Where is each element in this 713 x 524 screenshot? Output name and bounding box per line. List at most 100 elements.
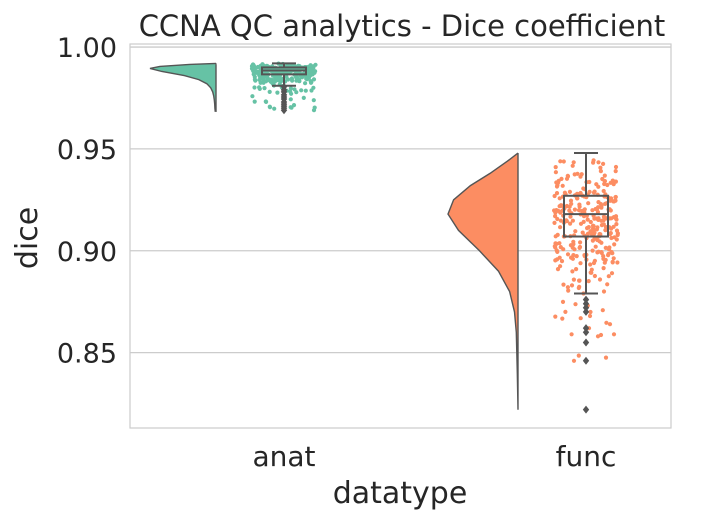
strip-point-func (573, 302, 578, 307)
strip-point-func (578, 174, 583, 179)
strip-point-func (571, 253, 576, 258)
strip-point-func (601, 222, 606, 227)
strip-point-anat (294, 78, 299, 83)
outlier-marker (280, 106, 288, 115)
strip-point-anat (311, 98, 316, 103)
strip-point-func (598, 232, 603, 237)
strip-point-anat (262, 86, 267, 91)
strip-point-func (569, 332, 574, 337)
y-tick-label: 0.85 (57, 339, 117, 370)
chart-title: CCNA QC analytics - Dice coefficient (139, 9, 666, 43)
strip-point-func (557, 241, 562, 246)
strip-point-func (576, 285, 581, 291)
strip-point-anat (301, 95, 306, 100)
strip-point-func (601, 256, 606, 261)
strip-point-func (553, 210, 558, 215)
strip-point-func (570, 269, 575, 274)
strip-point-func (591, 160, 596, 165)
strip-point-func (553, 165, 558, 170)
y-tick-label: 0.95 (57, 135, 117, 166)
strip-point-anat (309, 88, 314, 93)
strip-point-func (575, 171, 580, 176)
strip-point-anat (310, 68, 315, 73)
strip-point-func (588, 262, 593, 267)
strip-point-anat (263, 99, 268, 104)
strip-point-func (553, 214, 558, 219)
strip-point-func (572, 207, 578, 212)
strip-point-func (566, 288, 571, 293)
strip-point-func (553, 314, 558, 319)
strip-point-func (570, 218, 576, 223)
strip-point-anat (306, 72, 311, 77)
strip-point-anat (257, 86, 262, 91)
strip-point-func (586, 279, 591, 284)
y-axis-label: dice (10, 207, 45, 269)
strip-point-func (590, 208, 595, 213)
outlier-marker (582, 405, 590, 414)
strip-point-func (558, 159, 563, 164)
strip-point-func (552, 220, 557, 225)
strip-point-func (601, 266, 606, 271)
strip-point-func (609, 271, 615, 276)
strip-point-func (558, 210, 563, 215)
strip-point-func (606, 274, 611, 279)
strip-point-func (607, 245, 612, 250)
strip-point-func (600, 308, 605, 313)
strip-point-func (592, 189, 597, 194)
x-tick-label: func (556, 440, 617, 473)
strip-point-func (571, 160, 576, 165)
strip-point-func (562, 190, 568, 195)
strip-point-func (608, 231, 613, 237)
strip-point-func (599, 250, 604, 256)
strip-point-func (567, 189, 573, 194)
strip-point-func (596, 200, 601, 205)
strip-point-func (581, 186, 586, 191)
strip-point-func (577, 244, 583, 250)
strip-point-func (560, 316, 565, 321)
strip-point-func (564, 219, 570, 224)
y-tick-label: 1.00 (57, 33, 117, 64)
strip-point-func (601, 289, 607, 294)
strip-point-func (571, 358, 577, 363)
strip-point-anat (257, 73, 262, 78)
strip-point-func (603, 228, 608, 233)
strip-point-func (613, 195, 618, 200)
strip-point-func (613, 164, 619, 170)
strip-point-anat (291, 103, 297, 108)
strip-point-func (554, 191, 560, 196)
strip-point-anat (311, 77, 317, 82)
strip-point-func (576, 353, 581, 358)
strip-point-func (596, 249, 601, 254)
strip-point-anat (261, 80, 266, 85)
outlier-marker (582, 328, 590, 337)
strip-point-func (573, 229, 578, 234)
x-tick-label: anat (252, 440, 315, 473)
strip-point-func (597, 239, 602, 244)
strip-point-func (565, 285, 571, 290)
strip-point-func (569, 201, 574, 206)
strip-point-func (555, 232, 560, 237)
strip-point-func (554, 180, 559, 185)
box-iqr (563, 194, 609, 238)
strip-point-func (560, 183, 565, 188)
strip-point-func (602, 173, 607, 178)
strip-point-func (590, 248, 595, 253)
strip-point-anat (292, 87, 297, 92)
strip-point-func (611, 332, 617, 337)
strip-point-func (589, 232, 595, 237)
strip-point-func (558, 203, 563, 209)
strip-point-func (571, 242, 576, 247)
strip-point-func (558, 245, 563, 250)
strip-point-anat (267, 89, 272, 94)
strip-point-func (610, 178, 615, 183)
strip-point-func (594, 216, 599, 221)
strip-point-anat (311, 108, 317, 113)
strip-point-func (578, 261, 583, 266)
y-tick-labels: 0.85 0.90 0.95 1.00 (57, 33, 117, 370)
strip-point-anat (261, 76, 266, 81)
strip-point-func (595, 206, 600, 211)
strip-point-anat (303, 81, 308, 86)
strip-point-func (567, 208, 572, 213)
strip-point-func (569, 283, 575, 288)
strip-point-func (552, 244, 557, 249)
